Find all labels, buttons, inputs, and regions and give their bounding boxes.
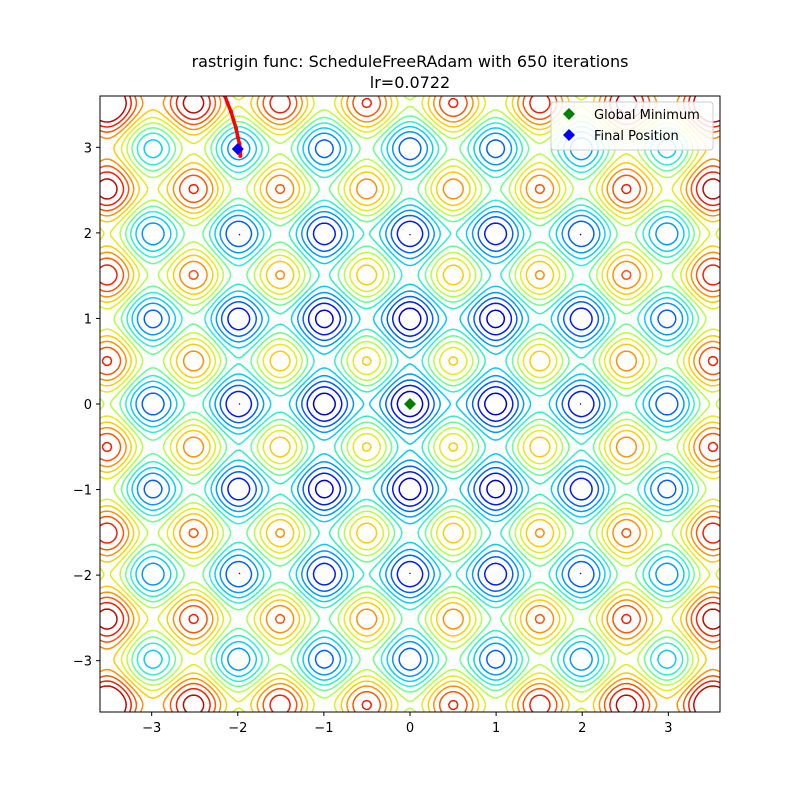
x-tick-label: 3: [664, 721, 672, 736]
x-tick-label: −1: [314, 721, 333, 736]
y-tick-label: −1: [73, 484, 92, 499]
chart-title-line1: rastrigin func: ScheduleFreeRAdam with 6…: [192, 52, 629, 71]
legend-box: [550, 101, 714, 151]
trajectory-point: [235, 135, 240, 140]
y-tick-label: 1: [84, 312, 92, 327]
contour-level: [225, 220, 595, 588]
x-tick-label: −2: [228, 721, 247, 736]
x-tick-label: 2: [578, 721, 586, 736]
x-tick-label: 0: [406, 721, 414, 736]
legend-global-minimum-label: Global Minimum: [594, 108, 700, 123]
y-tick-label: −2: [73, 569, 92, 584]
y-tick-label: 0: [84, 398, 92, 413]
global-minimum-marker: [404, 398, 416, 410]
x-tick-label: −3: [142, 721, 161, 736]
contour-level: [125, 120, 695, 688]
x-axis: −3 −2 −1 0 1 2 3: [142, 712, 672, 736]
contour-level: [135, 130, 685, 678]
x-tick-label: 1: [492, 721, 500, 736]
contour-level: [100, 96, 720, 712]
contour-level: [130, 125, 690, 683]
contour-level: [100, 96, 720, 712]
legend-final-position-label: Final Position: [594, 129, 679, 144]
contour-level: [119, 115, 701, 693]
final-position-marker: [231, 143, 244, 156]
markers-layer: [231, 143, 416, 410]
y-tick-label: 2: [84, 227, 92, 242]
contour-level: [238, 233, 582, 575]
y-tick-label: 3: [84, 141, 92, 156]
trajectory-point: [234, 126, 239, 131]
y-axis: −3 −2 −1 0 1 2 3: [73, 141, 100, 670]
chart-title-line2: lr=0.0722: [370, 73, 450, 92]
trajectory-point: [228, 109, 233, 114]
legend-final-position-marker: [563, 129, 575, 141]
y-tick-label: −3: [73, 655, 92, 670]
trajectory-point: [238, 153, 243, 158]
contour-level: [100, 96, 720, 712]
contour-level: [100, 96, 720, 712]
trajectory-point: [225, 100, 230, 105]
legend: Global Minimum Final Position: [550, 101, 714, 151]
trajectory-point: [231, 117, 236, 122]
legend-global-minimum-marker: [563, 108, 575, 120]
contour-level: [141, 137, 679, 671]
